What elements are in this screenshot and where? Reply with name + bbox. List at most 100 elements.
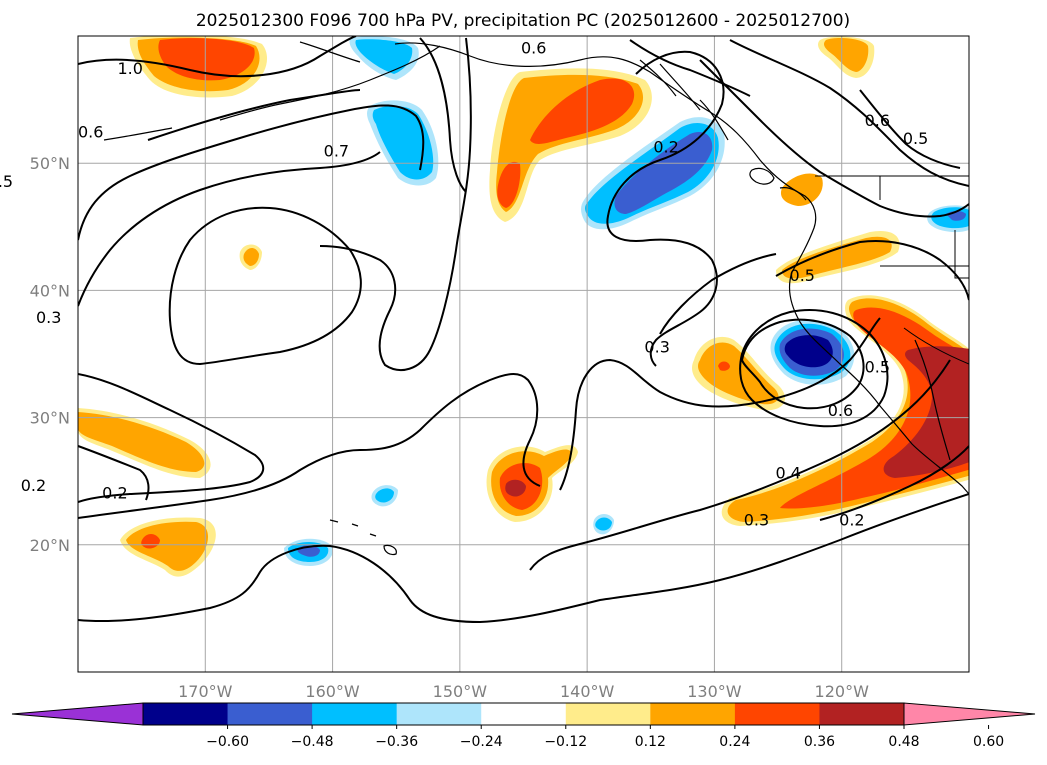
contour-label: 0.7: [324, 141, 349, 160]
border-lines: [815, 175, 969, 365]
colorbar-frame: [142, 702, 905, 726]
baja-gulf-coast: [914, 339, 951, 461]
pv-contour-7: [78, 373, 265, 503]
colorbar-swatch-6: [650, 703, 736, 725]
pv-contour-4: [78, 151, 381, 307]
contour-label: 0.6: [865, 111, 890, 130]
lat-tick-label: 20°N: [30, 536, 70, 555]
state-line-3: [954, 230, 969, 279]
precip-anomaly-offshore-california: [692, 336, 786, 411]
colorbar-extend-high: [903, 702, 1036, 726]
contour-label: 0.5: [790, 266, 815, 285]
pv-contour-0.3-south: [529, 359, 951, 571]
lon-tick-label: 140°W: [560, 682, 615, 701]
pv-contour-0.6-closed: [740, 318, 865, 410]
pv-contour-0.6-north: [629, 39, 751, 97]
pv-contour-0.2-se: [819, 445, 969, 521]
lon-tick-label: 160°W: [305, 682, 360, 701]
contour-label: 0.3: [744, 510, 769, 529]
pv-contour-8: [78, 445, 150, 501]
colorbar-extend-low: [11, 702, 144, 726]
pv-contour-9: [78, 373, 541, 519]
pv-contour-0.5-east: [699, 59, 969, 218]
contour-label: 0.4: [776, 463, 801, 482]
precip-anomaly-dateline-small: [239, 244, 262, 270]
colorbar-swatch-2: [312, 703, 398, 725]
pv-contour-0.3-closed: [168, 206, 362, 366]
pv-contour-0.2-south: [78, 493, 969, 624]
pv-contours: [78, 36, 969, 624]
colorbar-tick-label: −0.12: [544, 734, 587, 750]
contour-label: 0.5: [903, 129, 928, 148]
contour-label: 0.6: [521, 38, 546, 57]
colorbar-swatch-3: [396, 703, 482, 725]
pv-contour-0.3-mid: [659, 253, 777, 335]
contour-label: 0.5: [0, 172, 13, 191]
pv-contour-1: [78, 36, 357, 78]
lon-tick-label: 130°W: [687, 682, 742, 701]
pv-contour-3: [147, 89, 361, 141]
vancouver-island: [779, 187, 807, 201]
lat-tick-label: 50°N: [30, 154, 70, 173]
us-mexico-border: [903, 327, 969, 365]
contour-label: 0.3: [644, 337, 669, 356]
map-panel: 0.6 1.0 0.6 0.7 0.5 0.3 0.2 0.2 0.2 0.6 0.5 0.5 0.3 0…: [0, 35, 970, 701]
contour-label: 0.2: [21, 476, 46, 495]
pv-contour-0.5-closed: [739, 309, 889, 428]
contour-label: 0.2: [839, 510, 864, 529]
colorbar-tick-label: 0.12: [635, 734, 666, 750]
precip-anomaly-gulf-alaska: [818, 36, 875, 78]
colorbar-swatch-0: [143, 703, 229, 725]
pv-contour-0.5-ne: [859, 89, 961, 169]
lon-tick-label: 120°W: [815, 682, 870, 701]
axis-tick-labels: 170°W 160°W 150°W 140°W 130°W 120°W 50°N 40°N 30…: [30, 154, 869, 701]
lon-tick-label: 170°W: [178, 682, 233, 701]
colorbar-tick-label: −0.36: [375, 734, 418, 750]
pv-contour-0.2-north: [606, 50, 725, 367]
precip-anomaly-northwest-pacific: [129, 36, 267, 98]
colorbar-swatch-4: [481, 703, 567, 725]
hawaiian-islands: [329, 519, 397, 556]
contour-label: 0.2: [653, 138, 678, 157]
colorbar-tick-label: 0.36: [804, 734, 835, 750]
haida-gwaii: [749, 167, 775, 185]
colorbar-tick-label: −0.24: [460, 734, 503, 750]
colorbar-tick-label: 0.24: [719, 734, 750, 750]
contour-label: 0.6: [828, 401, 853, 420]
pv-contour-2: [78, 104, 425, 241]
map-title: 2025012300 F096 700 hPa PV, precipitatio…: [196, 11, 850, 31]
contour-label: 0.3: [36, 308, 61, 327]
precip-anomaly-north-pacific-arc: [489, 68, 652, 222]
colorbar-tick-label: −0.60: [206, 734, 249, 750]
colorbar-swatch-5: [565, 703, 651, 725]
pv-contour-0.4: [559, 317, 881, 491]
lat-tick-label: 30°N: [30, 409, 70, 428]
colorbar: −0.60 −0.48 −0.36 −0.24 −0.12 0.12 0.24 0.36 0.4…: [11, 702, 1036, 750]
colorbar-tick-label: −0.48: [291, 734, 334, 750]
map-frame: [77, 35, 970, 673]
colorbar-swatch-1: [227, 703, 313, 725]
colorbar-swatch-7: [734, 703, 820, 725]
contour-label: 0.5: [865, 358, 890, 377]
contour-label: 0.2: [102, 484, 127, 503]
colorbar-swatch-8: [819, 703, 905, 725]
pv-contour-6: [319, 37, 472, 371]
gridlines: [78, 36, 969, 672]
contour-label: 1.0: [117, 59, 142, 78]
precip-anomaly-subtropical-west: [78, 408, 216, 577]
contour-labels: 0.6 1.0 0.6 0.7 0.5 0.3 0.2 0.2 0.2 0.6 0.5 0.5 0.3 0…: [0, 38, 928, 529]
bering-coast: [299, 41, 361, 63]
western-aleutians: [103, 127, 173, 141]
contour-label: 0.6: [78, 122, 103, 141]
colorbar-tick-label: 0.60: [973, 734, 1004, 750]
pv-contour-0.6-east: [729, 39, 969, 187]
precip-anomaly-central-pacific: [486, 445, 578, 522]
pv-contour-0.5-mid: [775, 239, 969, 301]
colorbar-tick-label: 0.48: [888, 734, 919, 750]
precip-anomaly-california-low: [770, 319, 855, 385]
lon-tick-label: 150°W: [433, 682, 488, 701]
precip-anomaly-bc-coast: [776, 173, 900, 284]
lat-tick-label: 40°N: [30, 281, 70, 300]
pv-contour-5: [419, 37, 467, 193]
